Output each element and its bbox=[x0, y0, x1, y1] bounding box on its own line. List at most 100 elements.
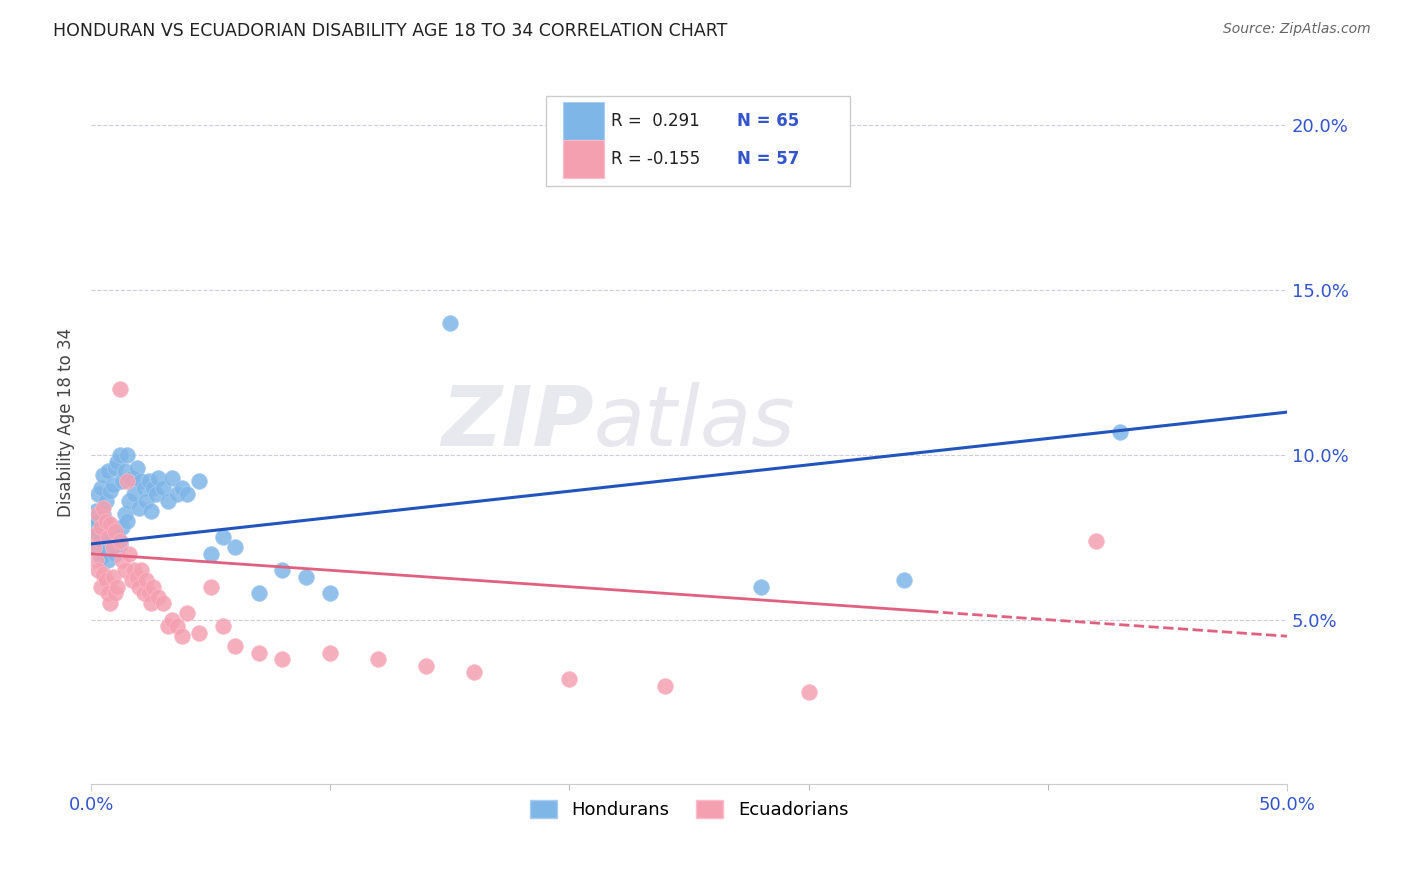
Point bbox=[152, 596, 174, 610]
Point bbox=[1084, 533, 1107, 548]
Point bbox=[131, 475, 153, 489]
Point bbox=[87, 487, 110, 501]
Point bbox=[101, 540, 124, 554]
Text: R =  0.291: R = 0.291 bbox=[612, 112, 700, 130]
Point bbox=[138, 586, 160, 600]
Point bbox=[114, 465, 136, 479]
Point bbox=[90, 530, 112, 544]
Point bbox=[98, 596, 121, 610]
Point bbox=[87, 563, 110, 577]
Point bbox=[83, 517, 105, 532]
Point bbox=[135, 573, 157, 587]
Point bbox=[90, 481, 112, 495]
Point bbox=[83, 540, 105, 554]
Point bbox=[439, 316, 461, 330]
Text: ZIP: ZIP bbox=[440, 382, 593, 463]
Point bbox=[91, 566, 114, 581]
Point bbox=[271, 563, 294, 577]
Point bbox=[654, 679, 676, 693]
Point bbox=[98, 533, 121, 548]
Text: Source: ZipAtlas.com: Source: ZipAtlas.com bbox=[1223, 22, 1371, 37]
Point bbox=[115, 475, 138, 489]
Point bbox=[749, 580, 772, 594]
Point bbox=[271, 652, 294, 666]
Point bbox=[111, 475, 134, 489]
Point bbox=[367, 652, 389, 666]
Point bbox=[463, 665, 485, 680]
Point bbox=[107, 454, 129, 468]
Point bbox=[121, 471, 143, 485]
Point bbox=[111, 553, 134, 567]
Point bbox=[91, 537, 114, 551]
Point bbox=[104, 586, 127, 600]
Point bbox=[104, 461, 127, 475]
Point bbox=[139, 504, 162, 518]
Point bbox=[200, 580, 222, 594]
Point bbox=[121, 573, 143, 587]
Point bbox=[84, 540, 107, 554]
Point bbox=[187, 625, 209, 640]
Point bbox=[101, 477, 124, 491]
Point bbox=[83, 533, 105, 548]
Point bbox=[146, 590, 169, 604]
Point bbox=[118, 494, 141, 508]
Point bbox=[319, 586, 342, 600]
Point bbox=[142, 580, 165, 594]
Point bbox=[125, 461, 148, 475]
Point bbox=[122, 563, 145, 577]
Point bbox=[94, 494, 117, 508]
Point bbox=[108, 537, 131, 551]
Point bbox=[797, 685, 820, 699]
Point bbox=[87, 508, 110, 522]
Point bbox=[156, 494, 179, 508]
Point bbox=[101, 570, 124, 584]
Point bbox=[170, 629, 193, 643]
FancyBboxPatch shape bbox=[564, 103, 605, 140]
Point bbox=[224, 639, 246, 653]
Point bbox=[91, 508, 114, 522]
Point bbox=[97, 586, 120, 600]
Point bbox=[94, 573, 117, 587]
Point bbox=[107, 530, 129, 544]
Point bbox=[146, 471, 169, 485]
FancyBboxPatch shape bbox=[546, 95, 851, 186]
Point bbox=[142, 481, 165, 495]
Point bbox=[558, 672, 581, 686]
Point bbox=[97, 465, 120, 479]
Point bbox=[166, 487, 188, 501]
Point bbox=[91, 467, 114, 482]
Point bbox=[166, 619, 188, 633]
Point bbox=[162, 613, 184, 627]
Point bbox=[132, 481, 155, 495]
Text: R = -0.155: R = -0.155 bbox=[612, 150, 700, 168]
Point bbox=[104, 524, 127, 538]
Point bbox=[84, 553, 107, 567]
Point bbox=[139, 596, 162, 610]
Point bbox=[115, 514, 138, 528]
Point bbox=[84, 527, 107, 541]
Text: N = 65: N = 65 bbox=[737, 112, 799, 130]
Point bbox=[247, 586, 270, 600]
Point bbox=[84, 504, 107, 518]
Point bbox=[87, 527, 110, 541]
Point bbox=[211, 530, 233, 544]
Point bbox=[128, 580, 150, 594]
Point bbox=[170, 481, 193, 495]
Point bbox=[97, 530, 120, 544]
Point bbox=[152, 481, 174, 495]
Point bbox=[97, 520, 120, 534]
Point bbox=[122, 487, 145, 501]
Text: atlas: atlas bbox=[593, 382, 794, 463]
Point bbox=[319, 646, 342, 660]
Point bbox=[107, 580, 129, 594]
Point bbox=[200, 547, 222, 561]
Point bbox=[87, 514, 110, 528]
Point bbox=[94, 543, 117, 558]
Point bbox=[224, 540, 246, 554]
FancyBboxPatch shape bbox=[564, 140, 605, 178]
Point bbox=[114, 563, 136, 577]
Point bbox=[128, 500, 150, 515]
Point bbox=[90, 580, 112, 594]
Point bbox=[415, 658, 437, 673]
Point bbox=[108, 533, 131, 548]
